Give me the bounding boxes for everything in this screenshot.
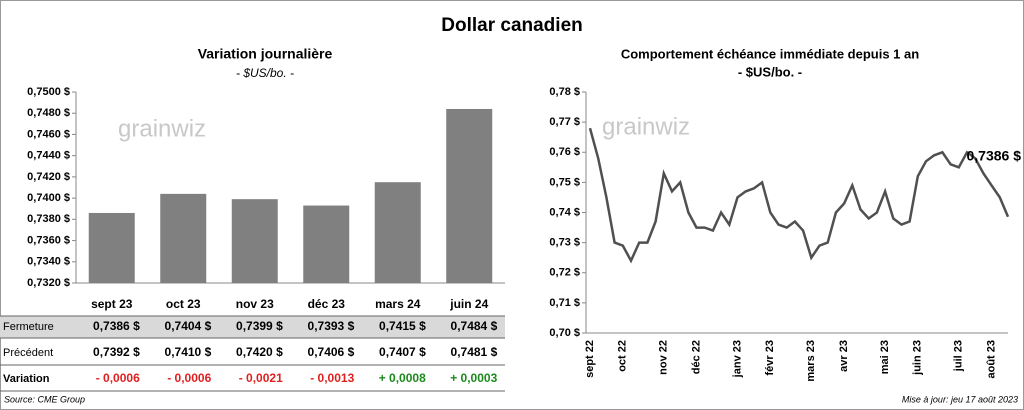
table-cell: + 0,0003: [450, 371, 497, 385]
y-tick-label: 0,76 $: [549, 146, 580, 158]
value-label: 0,7386 $: [967, 147, 1022, 163]
y-tick-label: 0,71 $: [549, 297, 580, 309]
y-tick-label: 0,72 $: [549, 267, 580, 279]
table-cell: 0,7420 $: [236, 345, 283, 359]
y-tick-label: 0,7420 $: [27, 171, 70, 183]
page-title: Dollar canadien: [441, 15, 583, 36]
y-tick-label: 0,7500 $: [27, 86, 70, 98]
y-tick-label: 0,77 $: [549, 116, 580, 128]
table-cell: 0,7393 $: [308, 319, 355, 333]
bar: [374, 182, 421, 283]
table-cell: - 0,0021: [239, 371, 283, 385]
y-tick-label: 0,7460 $: [27, 128, 70, 140]
bar: [446, 108, 493, 283]
row-band: [0, 316, 505, 338]
x-tick-label: avr 23: [838, 340, 850, 372]
y-tick-label: 0,7440 $: [27, 150, 70, 162]
x-tick-label: oct 23: [166, 297, 201, 311]
x-tick-label: sept 23: [91, 297, 133, 311]
source: Source: CME Group: [4, 394, 85, 404]
y-tick-label: 0,73 $: [549, 237, 580, 249]
bar-title: Variation journalière: [198, 46, 333, 62]
x-tick-label: févr 23: [764, 340, 776, 375]
table-cell: 0,7407 $: [379, 345, 426, 359]
table-cell: - 0,0006: [167, 371, 211, 385]
bar: [231, 199, 278, 283]
y-tick-label: 0,75 $: [549, 176, 580, 188]
x-tick-label: mars 23: [805, 340, 817, 382]
table-cell: 0,7399 $: [236, 319, 283, 333]
y-tick-label: 0,78 $: [549, 86, 580, 98]
x-tick-label: déc 23: [308, 297, 346, 311]
table-cell: 0,7484 $: [451, 319, 498, 333]
x-tick-label: mai 23: [879, 340, 891, 374]
watermark: grainwiz: [118, 115, 206, 142]
updated: Mise à jour: jeu 17 août 2023: [902, 394, 1018, 404]
line: [588, 127, 1010, 264]
y-tick-label: 0,7360 $: [27, 234, 70, 246]
bar: [303, 205, 350, 283]
table-cell: 0,7404 $: [165, 319, 212, 333]
bar: [88, 212, 135, 283]
table-cell: - 0,0006: [96, 371, 140, 385]
table-cell: 0,7392 $: [93, 345, 140, 359]
table-cell: 0,7406 $: [308, 345, 355, 359]
line-title: Comportement échéance immédiate depuis 1…: [621, 46, 919, 61]
y-tick-label: 0,7340 $: [27, 256, 70, 268]
x-tick-label: nov 22: [658, 340, 670, 375]
x-tick-label: sept 22: [584, 340, 596, 378]
row-label: Fermeture: [3, 321, 54, 333]
row-label: Précédent: [3, 347, 53, 359]
x-tick-label: janv 23: [731, 340, 743, 378]
row-label: Variation: [3, 373, 50, 385]
y-tick-label: 0,70 $: [549, 327, 580, 339]
table-cell: 0,7481 $: [451, 345, 498, 359]
x-tick-label: août 23: [986, 340, 998, 379]
y-tick-label: 0,74 $: [549, 206, 580, 218]
y-tick-label: 0,7320 $: [27, 277, 70, 289]
y-tick-label: 0,7400 $: [27, 192, 70, 204]
y-tick-label: 0,7480 $: [27, 107, 70, 119]
line-subtitle: - $US/bo. -: [738, 64, 802, 79]
table-cell: 0,7410 $: [165, 345, 212, 359]
table-cell: 0,7415 $: [379, 319, 426, 333]
x-tick-label: déc 22: [690, 340, 702, 374]
x-tick-label: oct 22: [617, 340, 629, 372]
x-tick-label: mars 24: [375, 297, 421, 311]
table-cell: - 0,0013: [310, 371, 354, 385]
x-tick-label: juin 24: [449, 297, 488, 311]
bar-subtitle: - $US/bo. -: [236, 66, 294, 80]
table-cell: + 0,0008: [379, 371, 426, 385]
x-tick-label: juil 23: [953, 340, 965, 372]
table-cell: 0,7386 $: [93, 319, 140, 333]
bar: [160, 193, 207, 283]
watermark: grainwiz: [602, 113, 690, 140]
y-tick-label: 0,7380 $: [27, 213, 70, 225]
x-tick-label: nov 23: [236, 297, 274, 311]
x-tick-label: juin 23: [912, 340, 924, 376]
